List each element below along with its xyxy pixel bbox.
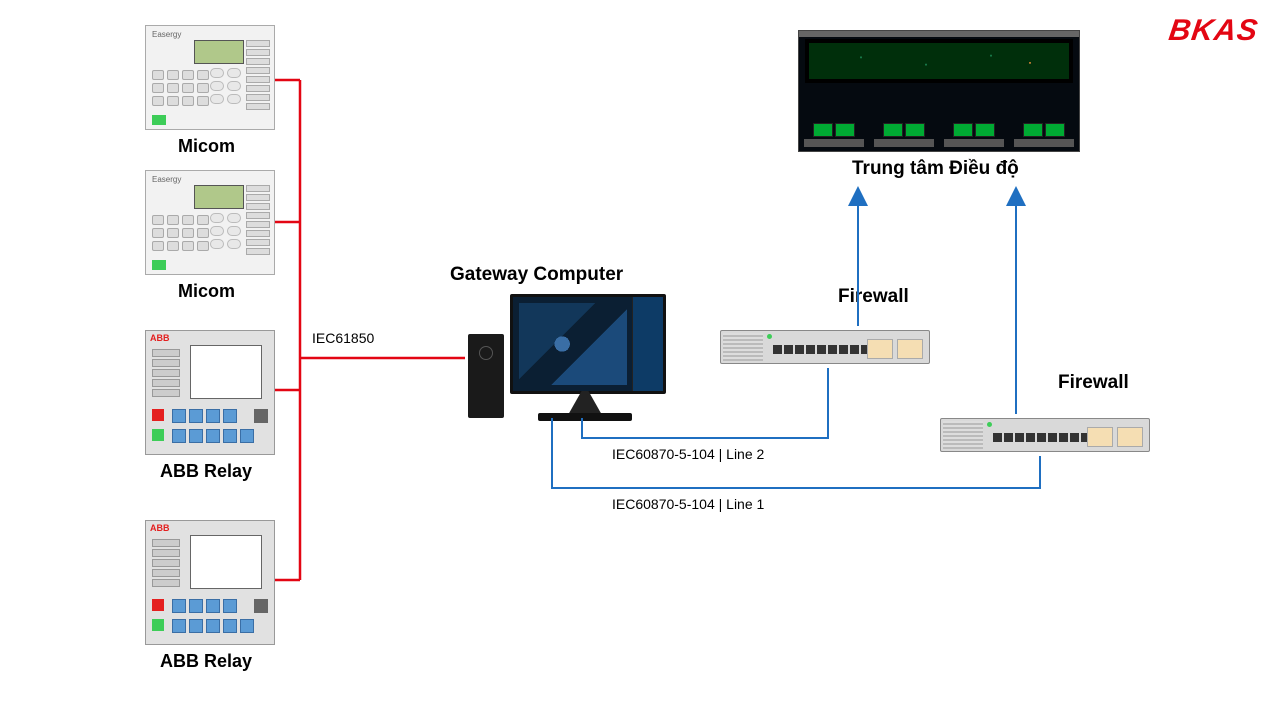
label-abb-1: ABB Relay (160, 461, 252, 482)
device-abb-1: ABB (145, 330, 275, 455)
control-center-image (798, 30, 1080, 152)
device-gateway-pc (468, 294, 668, 426)
device-micom-2: Easergy (145, 170, 275, 275)
label-firewall-2: Firewall (1058, 372, 1129, 394)
label-abb-2: ABB Relay (160, 651, 252, 672)
device-firewall-2 (940, 418, 1150, 452)
label-line2: IEC60870-5-104 | Line 2 (612, 446, 764, 462)
device-abb-2: ABB (145, 520, 275, 645)
device-micom-1: Easergy (145, 25, 275, 130)
brand-logo: BKAS (1167, 14, 1261, 48)
label-micom-1: Micom (178, 136, 235, 157)
label-control-center: Trung tâm Điều độ (852, 158, 1019, 180)
label-firewall-1: Firewall (838, 286, 909, 308)
label-iec61850: IEC61850 (312, 330, 374, 346)
label-line1: IEC60870-5-104 | Line 1 (612, 496, 764, 512)
device-firewall-1 (720, 330, 930, 364)
label-micom-2: Micom (178, 281, 235, 302)
label-gateway: Gateway Computer (450, 264, 623, 286)
